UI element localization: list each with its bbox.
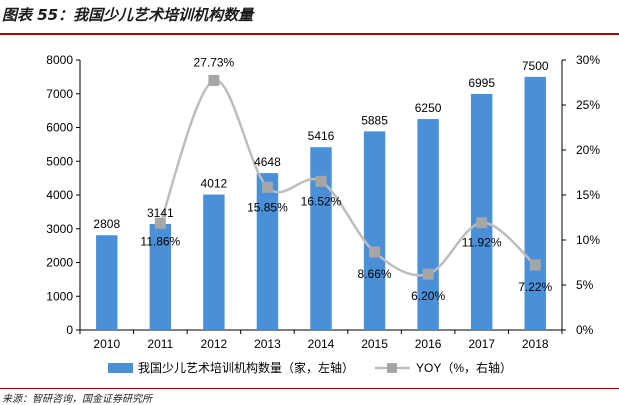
x-tick-label: 2012 xyxy=(201,337,228,351)
bar-value-label: 2808 xyxy=(93,217,120,231)
left-tick-label: 1000 xyxy=(46,289,73,303)
bar-value-label: 6995 xyxy=(468,76,495,90)
yoy-series xyxy=(154,74,541,280)
x-tick-label: 2016 xyxy=(415,337,442,351)
bar-value-label: 4012 xyxy=(201,177,228,191)
legend: 我国少儿艺术培训机构数量（家，左轴） YOY（%，右轴） xyxy=(108,360,512,375)
source-rule xyxy=(0,388,619,389)
bar-value-label: 5885 xyxy=(361,113,388,127)
left-tick-label: 7000 xyxy=(46,87,73,101)
yoy-marker xyxy=(369,246,381,258)
left-axis: 0 1000 2000 3000 4000 5000 6000 7000 8000 xyxy=(46,53,81,337)
yoy-marker xyxy=(208,74,220,86)
yoy-value-label: 16.52% xyxy=(301,194,342,208)
right-tick-label: 15% xyxy=(576,188,600,202)
bar xyxy=(149,223,172,330)
left-tick-label: 8000 xyxy=(46,53,73,67)
x-tick-label: 2014 xyxy=(308,337,335,351)
x-tick-label: 2010 xyxy=(93,337,120,351)
right-tick-label: 5% xyxy=(576,278,594,292)
x-tick-label: 2011 xyxy=(147,337,173,351)
x-axis: 2010 2011 2012 2013 2014 2015 2016 2017 2018 xyxy=(79,329,563,351)
yoy-marker xyxy=(315,175,327,187)
bar xyxy=(363,131,386,330)
yoy-marker xyxy=(154,217,166,229)
right-tick-label: 10% xyxy=(576,233,600,247)
bar xyxy=(310,147,332,330)
yoy-marker xyxy=(261,181,273,193)
left-tick-label: 4000 xyxy=(46,188,73,202)
yoy-value-label: 27.73% xyxy=(194,55,235,69)
left-tick-label: 0 xyxy=(66,323,73,337)
yoy-value-label: 8.66% xyxy=(358,267,392,281)
left-tick-label: 5000 xyxy=(46,154,73,168)
yoy-marker xyxy=(529,259,541,271)
legend-bar-label: 我国少儿艺术培训机构数量（家，左轴） xyxy=(138,360,354,375)
right-tick-label: 20% xyxy=(576,143,600,157)
bar-value-label: 6250 xyxy=(415,101,442,115)
legend-line-label: YOY（%，右轴） xyxy=(416,360,512,375)
bar xyxy=(256,173,279,330)
right-tick-label: 25% xyxy=(576,98,600,112)
bar xyxy=(96,235,118,330)
yoy-marker xyxy=(422,268,434,280)
right-tick-label: 0% xyxy=(576,323,594,337)
title-rule xyxy=(0,33,619,35)
x-tick-label: 2013 xyxy=(254,337,281,351)
bar-value-label: 7500 xyxy=(522,59,549,73)
bar-value-label: 5416 xyxy=(308,129,335,143)
left-tick-label: 6000 xyxy=(46,121,73,135)
yoy-value-label: 11.86% xyxy=(140,234,180,248)
yoy-value-label: 11.92% xyxy=(462,236,502,250)
bar-value-label: 4648 xyxy=(254,155,281,169)
x-tick-label: 2015 xyxy=(361,337,388,351)
right-tick-label: 30% xyxy=(576,53,600,67)
bar-data-labels: 2808 3141 4012 4648 5416 5885 6250 6995 7500 xyxy=(93,59,548,231)
left-tick-label: 2000 xyxy=(46,256,73,270)
x-tick-label: 2018 xyxy=(522,337,549,351)
bar-value-label: 3141 xyxy=(147,206,174,220)
yoy-value-label: 7.22% xyxy=(518,280,552,294)
source-note: 来源：智研咨询，国金证券研究所 xyxy=(2,394,152,405)
yoy-data-labels: 11.86% 27.73% 15.85% 16.52% 8.66% 6.20% 11.92%… xyxy=(140,55,552,303)
yoy-marker xyxy=(476,217,488,229)
yoy-value-label: 15.85% xyxy=(247,200,288,214)
x-tick-label: 2017 xyxy=(468,337,495,351)
bar xyxy=(203,194,225,330)
chart-title: 图表 55：我国少儿艺术培训机构数量 xyxy=(2,6,254,24)
yoy-value-label: 6.20% xyxy=(411,289,445,303)
bar xyxy=(470,93,493,330)
right-axis: 0% 5% 10% 15% 20% 25% 30% xyxy=(561,53,600,337)
left-tick-label: 3000 xyxy=(46,222,73,236)
legend-bar-swatch xyxy=(108,363,133,373)
legend-line-marker xyxy=(387,363,397,373)
